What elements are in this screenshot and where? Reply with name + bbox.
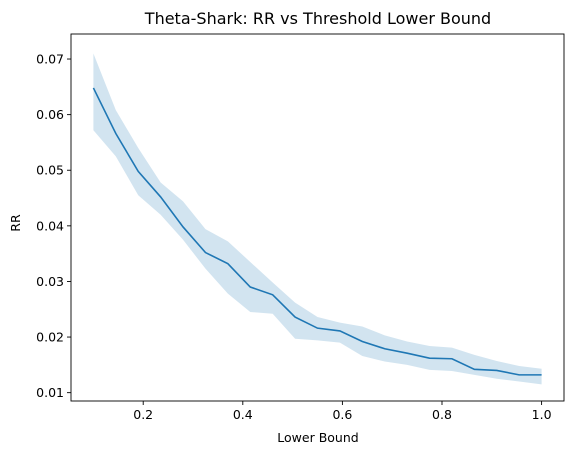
- y-tick-label: 0.02: [36, 330, 64, 345]
- x-tick-label: 0.8: [432, 407, 452, 422]
- y-tick-label: 0.07: [36, 52, 64, 67]
- plot-frame: [70, 33, 565, 402]
- x-tick-label: 0.4: [233, 407, 253, 422]
- x-tick-label: 0.2: [133, 407, 153, 422]
- plot-area: 0.2 0.4 0.6 0.8 1.0 0.01 0.02 0.03 0.04 0.05 0.06 0…: [36, 33, 565, 422]
- confidence-band-0: [93, 53, 542, 385]
- x-axis-label: Lower Bound: [277, 430, 358, 445]
- x-tick-label: 1.0: [532, 407, 552, 422]
- y-tick-label: 0.04: [36, 218, 64, 233]
- y-tick-label: 0.03: [36, 274, 64, 289]
- x-tick-label: 0.6: [332, 407, 352, 422]
- y-tick-label: 0.01: [36, 385, 64, 400]
- y-tick-label: 0.05: [36, 163, 64, 178]
- y-tick-label: 0.06: [36, 107, 64, 122]
- chart-title: Theta-Shark: RR vs Threshold Lower Bound: [144, 9, 491, 28]
- y-axis-label: RR: [8, 214, 23, 232]
